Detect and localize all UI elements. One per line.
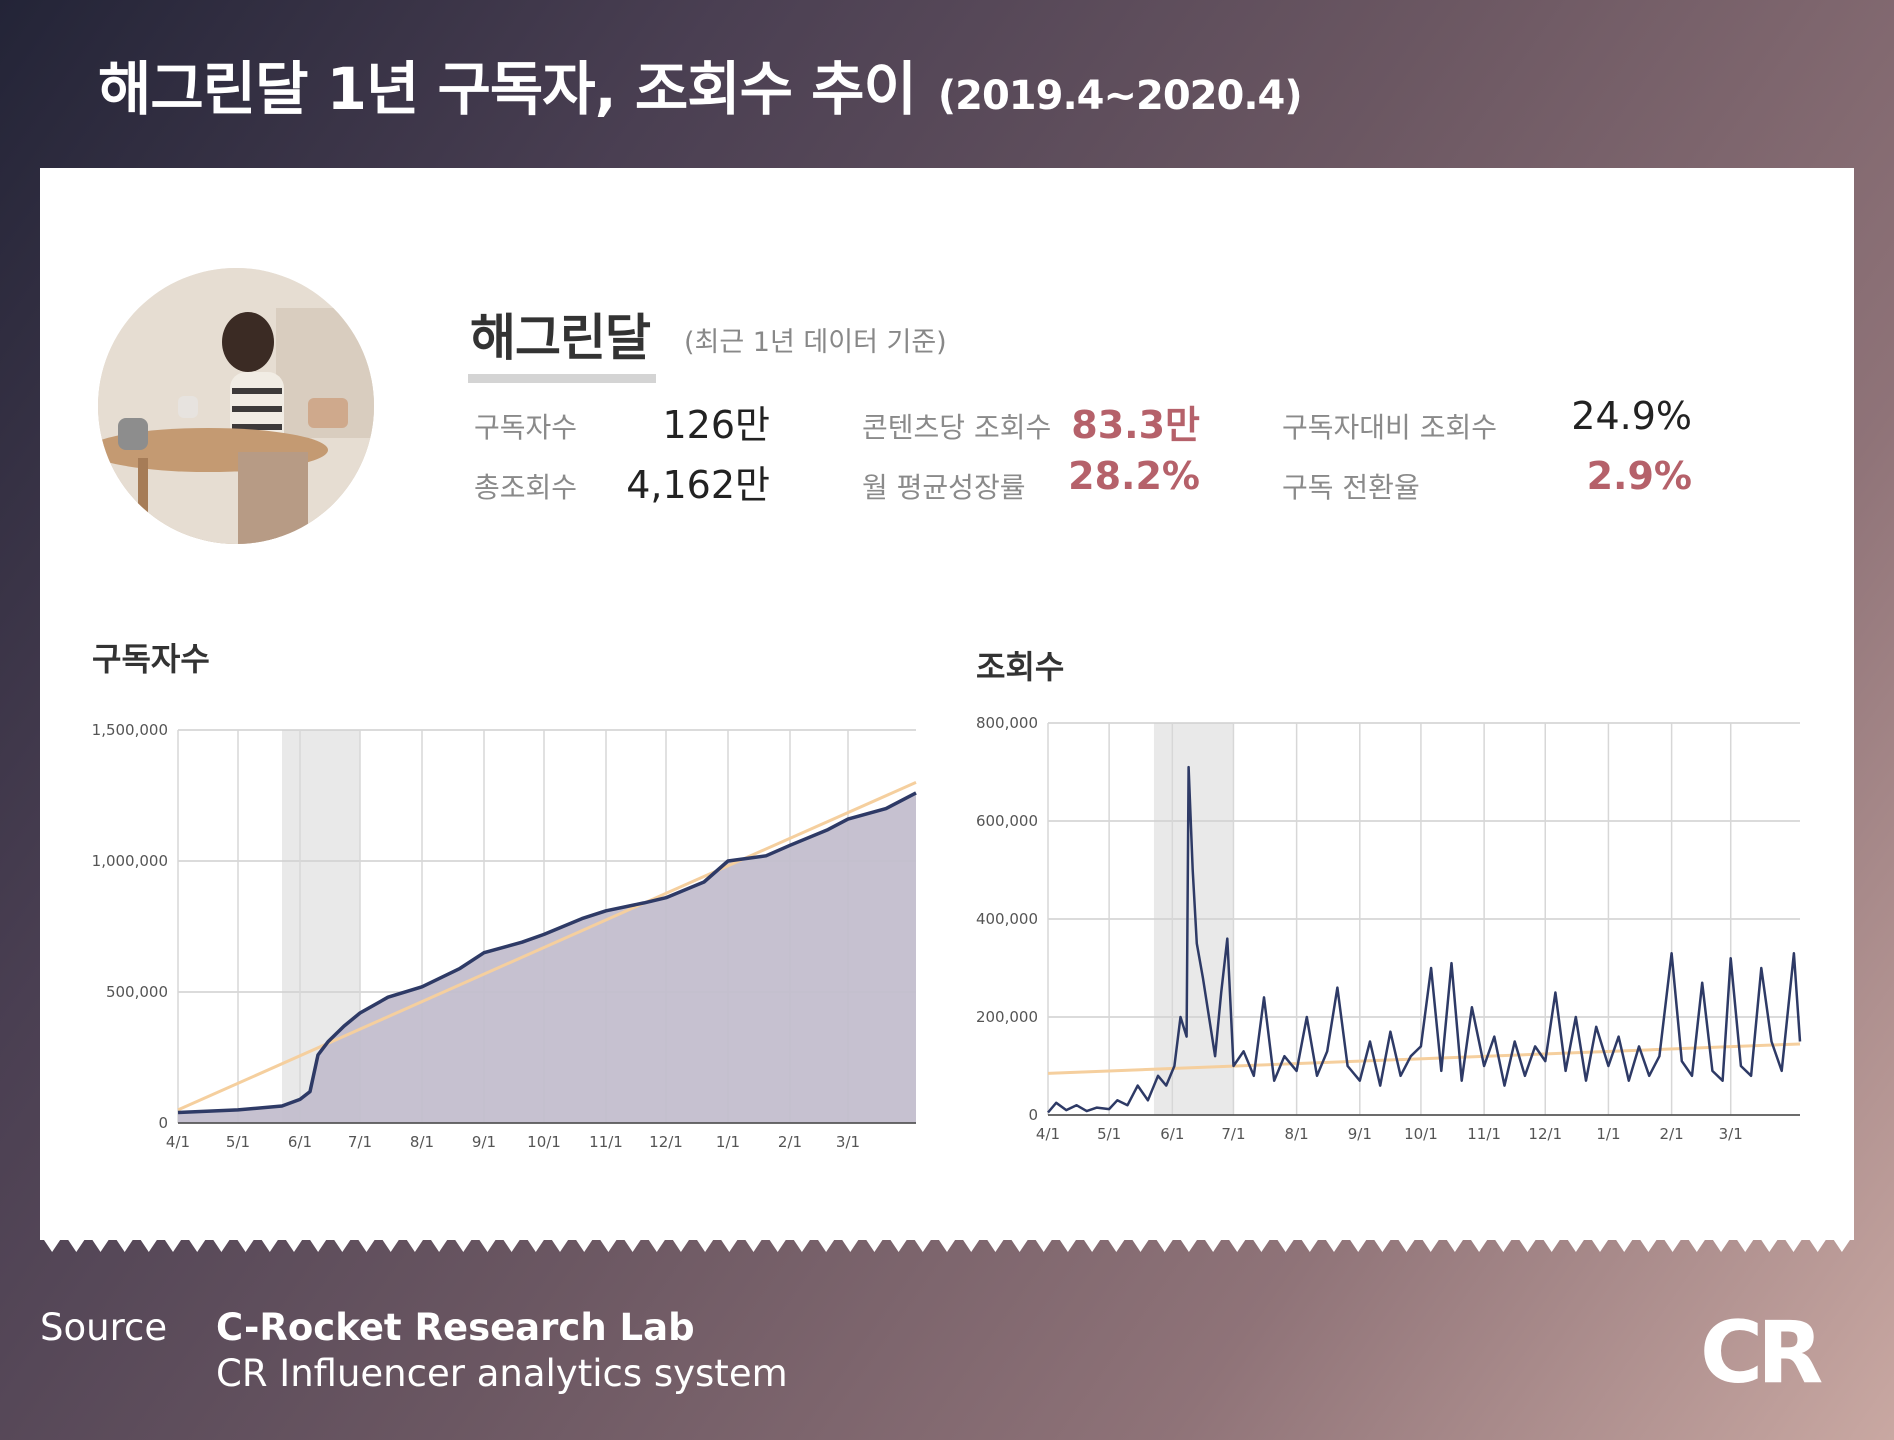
y-tick-label: 0 (158, 1114, 168, 1132)
x-tick-label: 8/1 (410, 1133, 434, 1151)
y-tick-label: 200,000 (976, 1008, 1038, 1026)
stat-value-total-views: 4,162만 (626, 463, 770, 507)
stat-value-conversion-rate: 2.9% (1586, 454, 1692, 498)
source-system: CR Influencer analytics system (216, 1352, 788, 1395)
channel-note: (최근 1년 데이터 기준) (684, 327, 947, 358)
source-label: Source (40, 1306, 168, 1349)
views-chart: 0 200,000 400,000 600,000 800,000 5/1 6/1 7/1 8/… (976, 714, 1802, 1143)
x-tick-label: 9/1 (472, 1133, 496, 1151)
x-tick-label: 2/1 (778, 1133, 802, 1151)
x-tick-label: 5/1 (226, 1133, 250, 1151)
y-tick-label: 1,500,000 (92, 721, 168, 739)
x-tick-label: 4/1 (166, 1133, 190, 1151)
chart-title-views: 조회수 (976, 648, 1065, 686)
stat-label-views-per-subscriber: 구독자대비 조회수 (1282, 411, 1497, 444)
stat-value-subscribers: 126만 (662, 403, 771, 447)
x-tick-label: 7/1 (1221, 1125, 1245, 1143)
page-title: 해그린달 1년 구독자, 조회수 추이 (2019.4~2020.4) (98, 42, 1303, 126)
series-area (178, 792, 916, 1123)
x-tick-label: 5/1 (1097, 1125, 1121, 1143)
y-tick-label: 1,000,000 (92, 852, 168, 870)
x-tick-label: 1/1 (716, 1133, 740, 1151)
x-tick-label: 8/1 (1285, 1125, 1309, 1143)
card-zigzag-edge (40, 1234, 1854, 1252)
x-tick-label: 10/1 (1404, 1125, 1438, 1143)
series-line (1047, 765, 1802, 1114)
x-tick-label: 6/1 (1160, 1125, 1184, 1143)
x-tick-label: 2/1 (1660, 1125, 1684, 1143)
cr-logo-text: CR (1700, 1312, 1822, 1392)
stat-label-monthly-growth: 월 평균성장률 (862, 471, 1026, 504)
y-tick-label: 600,000 (976, 812, 1038, 830)
x-tick-label: 9/1 (1348, 1125, 1372, 1143)
x-tick-label: 6/1 (288, 1133, 312, 1151)
chart-title-subscribers: 구독자수 (92, 640, 210, 678)
x-tick-label: 10/1 (527, 1133, 561, 1151)
avatar (98, 268, 374, 544)
page-title-main: 해그린달 1년 구독자, 조회수 추이 (98, 55, 917, 123)
page-title-period: (2019.4~2020.4) (937, 73, 1303, 119)
y-tick-label: 800,000 (976, 714, 1038, 732)
subscribers-chart: 0 500,000 1,000,000 1,500,000 5/1 6/1 7/1 8/1 9/… (92, 721, 917, 1151)
y-tick-label: 500,000 (106, 983, 168, 1001)
cr-logo: CR (1700, 1303, 1840, 1403)
stat-label-conversion-rate: 구독 전환율 (1282, 471, 1420, 504)
stat-value-views-per-subscriber: 24.9% (1571, 394, 1692, 438)
stat-value-monthly-growth: 28.2% (1068, 454, 1200, 498)
x-tick-label: 1/1 (1596, 1125, 1620, 1143)
channel-name: 해그린달 (468, 298, 656, 383)
series-line (177, 791, 917, 1115)
x-tick-label: 11/1 (589, 1133, 623, 1151)
y-tick-label: 400,000 (976, 910, 1038, 928)
stat-value-views-per-content: 83.3만 (1071, 403, 1200, 447)
x-tick-label: 12/1 (1528, 1125, 1562, 1143)
x-tick-label: 11/1 (1467, 1125, 1501, 1143)
source-org: C-Rocket Research Lab (216, 1306, 695, 1349)
x-tick-label: 3/1 (836, 1133, 860, 1151)
y-tick-label: 0 (1028, 1106, 1038, 1124)
x-tick-label: 4/1 (1036, 1125, 1060, 1143)
x-tick-label: 3/1 (1719, 1125, 1743, 1143)
x-tick-label: 7/1 (348, 1133, 372, 1151)
stat-label-total-views: 총조회수 (474, 471, 578, 504)
stat-label-views-per-content: 콘텐츠당 조회수 (862, 411, 1052, 444)
trend-line (177, 781, 917, 1112)
stat-label-subscribers: 구독자수 (474, 411, 578, 444)
report-card: 해그린달 (최근 1년 데이터 기준) 구독자수 126만 총조회수 4,162… (40, 168, 1854, 1240)
x-tick-label: 12/1 (649, 1133, 683, 1151)
